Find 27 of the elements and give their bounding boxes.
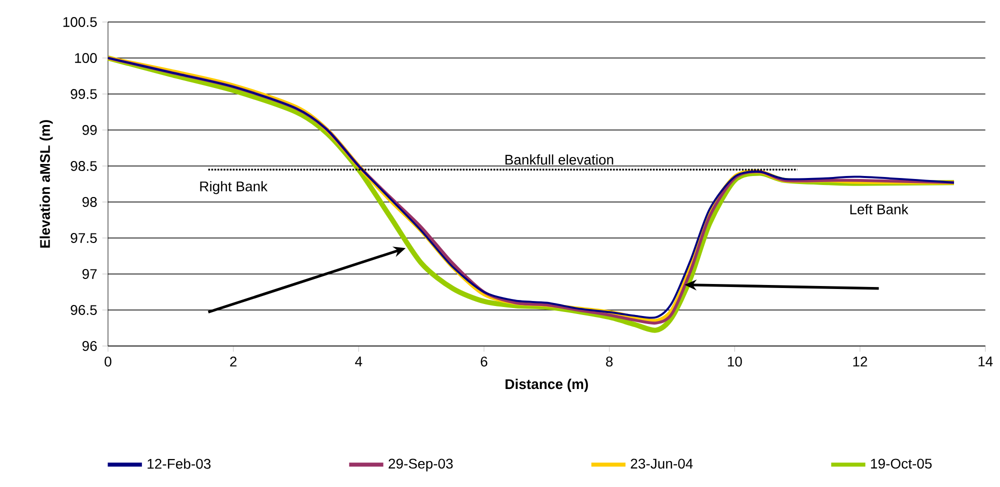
y-tick-label: 99.5 <box>70 89 97 99</box>
y-tick-label: 99 <box>82 125 97 135</box>
y-tick-label: 100.5 <box>63 17 97 27</box>
legend-label: 23-Jun-04 <box>630 458 693 469</box>
annotation: Left Bank <box>850 204 908 214</box>
y-tick-label: 98.5 <box>70 161 97 171</box>
annotation: Right Bank <box>200 181 268 194</box>
legend-label: 12-Feb-03 <box>148 458 211 469</box>
x-tick-label: 4 <box>355 356 362 366</box>
y-tick-label: 100 <box>75 53 97 63</box>
x-tick-label: 2 <box>230 356 237 366</box>
x-tick-label: 14 <box>978 356 993 366</box>
x-tick-label: 8 <box>606 356 613 367</box>
x-tick-label: 6 <box>480 356 488 367</box>
y-tick-label: 97.5 <box>70 233 97 243</box>
y-tick-label: 96.5 <box>70 305 97 315</box>
y-tick-label: 97 <box>82 269 97 279</box>
y-axis-title: Elevation aMSL (m) <box>40 120 53 248</box>
x-tick-label: 0 <box>104 356 112 367</box>
legend-label: 29-Sep-03 <box>388 458 453 472</box>
y-tick-label: 96 <box>82 341 97 351</box>
y-tick-label: 98 <box>82 197 97 207</box>
ref-line-label: Bankfull elevation <box>505 154 614 165</box>
legend-label: 19-Oct-05 <box>871 458 932 469</box>
x-tick-label: 12 <box>853 356 868 366</box>
x-axis-title: Distance (m) <box>506 378 588 392</box>
x-tick-label: 10 <box>728 356 742 367</box>
